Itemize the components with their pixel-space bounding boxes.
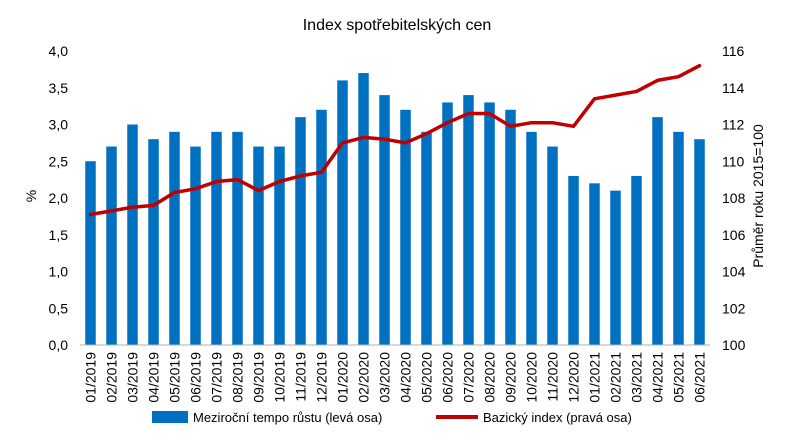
x-tick-label: 05/2019 [167, 352, 183, 403]
bar [589, 183, 600, 345]
x-tick-label: 06/2021 [692, 352, 708, 403]
bar [652, 117, 663, 346]
bar [337, 80, 348, 346]
left-tick-label: 0,5 [49, 300, 69, 316]
bar [190, 146, 201, 345]
chart-title: Index spotřebitelských cen [303, 17, 492, 34]
bar [547, 146, 558, 345]
right-tick-label: 106 [722, 227, 746, 243]
bar [673, 131, 684, 345]
right-tick-label: 112 [722, 117, 745, 133]
legend-label-line: Bazický index (pravá osa) [483, 410, 632, 425]
right-tick-label: 104 [722, 264, 746, 280]
bar [106, 146, 117, 345]
x-tick-label: 02/2021 [608, 352, 624, 403]
left-axis: 0,0 0,5 1,0 1,5 2,0 2,5 3,0 3,5 4,0 [49, 43, 69, 353]
left-tick-label: 0,0 [49, 337, 69, 353]
left-tick-label: 3,0 [49, 117, 69, 133]
bar [127, 124, 138, 345]
x-tick-label: 10/2020 [524, 352, 540, 403]
x-axis: 01/2019 02/2019 03/2019 04/2019 05/2019 06/20… [83, 352, 708, 403]
x-tick-label: 01/2021 [587, 352, 603, 403]
bar [169, 131, 180, 345]
x-tick-label: 07/2019 [209, 352, 225, 403]
bar [211, 131, 222, 345]
left-tick-label: 3,5 [49, 80, 69, 96]
x-tick-label: 08/2020 [482, 352, 498, 403]
x-tick-label: 02/2019 [104, 352, 120, 403]
left-tick-label: 2,5 [49, 153, 69, 169]
x-tick-label: 03/2019 [125, 352, 141, 403]
bar [442, 102, 453, 345]
left-tick-label: 4,0 [49, 43, 69, 59]
x-tick-label: 02/2020 [356, 352, 372, 403]
x-tick-label: 01/2020 [335, 352, 351, 403]
right-tick-label: 116 [722, 43, 745, 59]
x-tick-label: 03/2020 [377, 352, 393, 403]
bar [463, 95, 474, 345]
x-tick-label: 10/2019 [272, 352, 288, 403]
x-tick-label: 04/2019 [146, 352, 162, 403]
bar [358, 73, 369, 346]
bar [148, 139, 159, 345]
x-tick-label: 04/2021 [650, 352, 666, 403]
right-axis-label: Průměr roku 2015=100 [750, 124, 766, 268]
bar [274, 146, 285, 345]
left-tick-label: 1,0 [49, 264, 69, 280]
bar [400, 109, 411, 345]
bar [568, 175, 579, 345]
x-tick-label: 11/2019 [293, 352, 309, 402]
bar [85, 161, 96, 345]
bar [232, 131, 243, 345]
x-tick-label: 12/2020 [566, 352, 582, 403]
legend-swatch-bar [152, 411, 188, 423]
right-tick-label: 108 [722, 190, 746, 206]
line-series [88, 63, 702, 217]
left-tick-label: 2,0 [49, 190, 69, 206]
bar [379, 95, 390, 345]
legend-label-bar: Meziroční tempo růstu (levá osa) [193, 410, 382, 425]
bar [421, 131, 432, 345]
legend: Meziroční tempo růstu (levá osa) Bazický… [152, 410, 632, 425]
x-tick-label: 06/2020 [440, 352, 456, 403]
bar [505, 109, 516, 345]
x-tick-label: 09/2019 [251, 352, 267, 403]
bar [295, 117, 306, 346]
bar [484, 102, 495, 345]
bar [316, 109, 327, 345]
bar [694, 139, 705, 345]
x-tick-label: 07/2020 [461, 352, 477, 403]
x-tick-label: 05/2021 [671, 352, 687, 403]
bar [631, 175, 642, 345]
right-tick-label: 110 [722, 153, 745, 169]
x-tick-label: 09/2020 [503, 352, 519, 403]
right-axis: 100 102 104 106 108 110 112 114 116 [722, 43, 746, 353]
x-tick-label: 05/2020 [419, 352, 435, 403]
bar [253, 146, 264, 345]
bar [610, 190, 621, 345]
right-tick-label: 114 [722, 80, 745, 96]
x-tick-label: 03/2021 [629, 352, 645, 403]
right-tick-label: 100 [722, 337, 746, 353]
right-tick-label: 102 [722, 300, 746, 316]
left-tick-label: 1,5 [49, 227, 69, 243]
index-line [88, 63, 702, 217]
x-tick-label: 11/2020 [545, 352, 561, 402]
x-tick-label: 06/2019 [188, 352, 204, 403]
x-tick-label: 08/2019 [230, 352, 246, 403]
x-tick-label: 04/2020 [398, 352, 414, 403]
x-tick-label: 12/2019 [314, 352, 330, 403]
bar [526, 131, 537, 345]
x-tick-label: 01/2019 [83, 352, 99, 403]
left-axis-label: % [23, 190, 39, 202]
bar-series [85, 73, 705, 346]
